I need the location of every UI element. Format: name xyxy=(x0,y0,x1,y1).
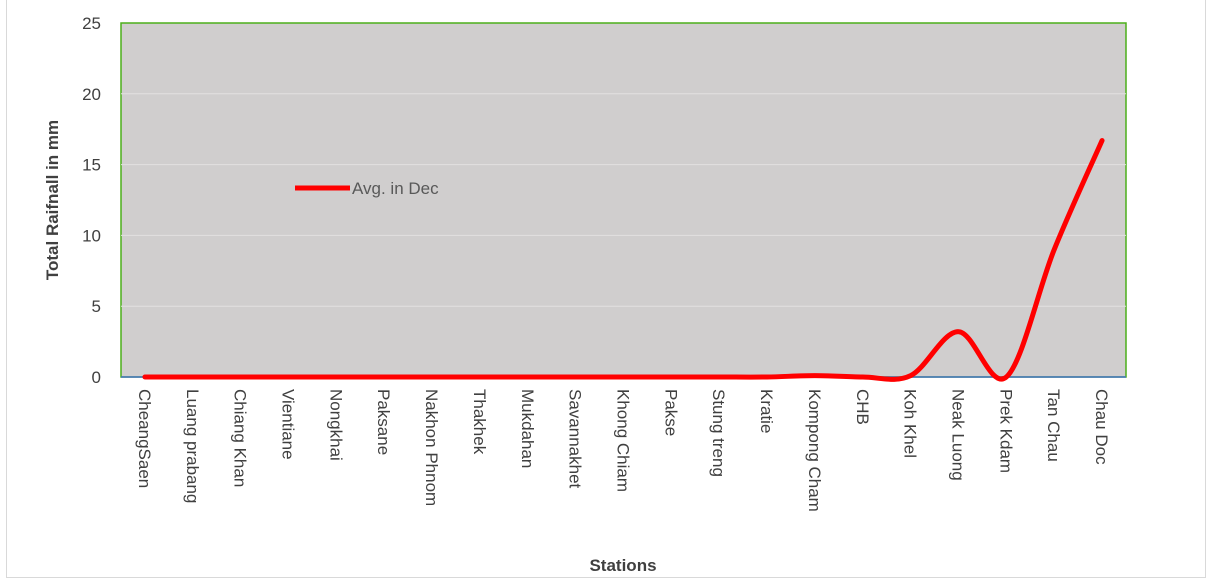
x-tick-label: CheangSaen xyxy=(135,389,154,488)
x-tick-label: Chau Doc xyxy=(1092,389,1111,465)
x-tick-label: Khong Chiam xyxy=(614,389,633,492)
legend: Avg. in Dec xyxy=(295,179,439,198)
y-tick-label: 5 xyxy=(92,297,101,316)
x-tick-label: Koh Khel xyxy=(901,389,920,458)
x-tick-label: Nongkhai xyxy=(326,389,345,461)
x-tick-label: Nakhon Phnom xyxy=(422,389,441,506)
y-tick-label: 10 xyxy=(82,226,101,245)
x-tick-label: Savannakhet xyxy=(566,389,585,489)
x-tick-label: Vientiane xyxy=(279,389,298,460)
y-tick-label: 20 xyxy=(82,85,101,104)
y-axis-title: Total Raifnall in mm xyxy=(43,120,62,280)
series-line-avg-dec xyxy=(142,138,1105,382)
x-tick-label: Pakse xyxy=(661,389,680,436)
x-tick-label: Kompong Cham xyxy=(805,389,824,512)
x-tick-label: Luang prabang xyxy=(183,389,202,503)
x-tick-label: Chiang Khan xyxy=(231,389,250,487)
y-tick-label: 15 xyxy=(82,156,101,175)
x-tick-label: Tan Chau xyxy=(1044,389,1063,462)
y-tick-label: 0 xyxy=(92,368,101,387)
x-tick-label: Paksane xyxy=(374,389,393,455)
x-tick-label: Thakhek xyxy=(470,389,489,455)
legend-label: Avg. in Dec xyxy=(352,179,439,198)
chart-frame xyxy=(6,0,1206,578)
x-tick-label: Stung treng xyxy=(709,389,728,477)
x-tick-label: Neak Luong xyxy=(949,389,968,481)
x-tick-label: CHB xyxy=(853,389,872,425)
y-tick-label: 25 xyxy=(82,14,101,33)
x-axis-title: Stations xyxy=(589,556,656,575)
plot-area xyxy=(120,22,1127,378)
x-tick-label: Kratie xyxy=(757,389,776,433)
x-tick-label: Prek Kdam xyxy=(996,389,1015,473)
x-tick-label: Mukdahan xyxy=(518,389,537,468)
